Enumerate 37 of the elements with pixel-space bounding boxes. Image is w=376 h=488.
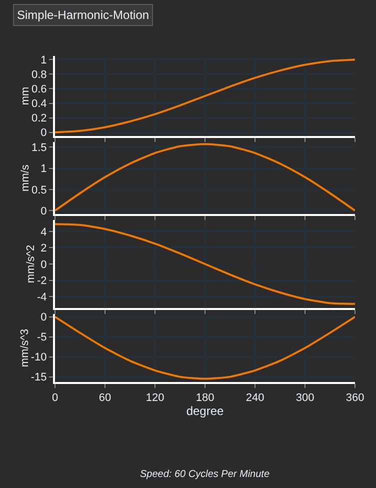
- x-tick-label: 360: [346, 392, 364, 404]
- y-tick-label: 4: [40, 226, 47, 238]
- text: Speed: 60 Cycles Per Minute: [140, 469, 270, 480]
- y-tick-label: 0.4: [32, 98, 47, 110]
- line-series: [55, 58, 355, 134]
- x-tick-label: 0: [52, 392, 58, 404]
- y-tick-label: -15: [30, 372, 47, 384]
- line-series: [55, 316, 355, 380]
- y-axis-title: mm/s: [20, 164, 32, 192]
- y-tick-label: 0: [40, 258, 47, 271]
- y-tick-label: 0: [40, 312, 47, 324]
- y-tick-label: 1: [40, 54, 47, 66]
- line-series: [55, 223, 355, 305]
- y-tick-label: -4: [37, 291, 47, 304]
- x-tick-label: 180: [196, 392, 214, 404]
- x-tick-label: 120: [146, 392, 164, 404]
- y-tick-label: -2: [37, 275, 47, 288]
- y-axis-title: mm: [20, 86, 32, 106]
- y-tick-label: 0: [40, 127, 47, 140]
- y-tick-label: 1.5: [32, 142, 47, 154]
- y-tick-label: 0: [40, 205, 47, 218]
- line-series: [55, 143, 355, 212]
- x-axis-title: degree: [186, 404, 224, 418]
- chart-title: Simple-Harmonic-Motion: [17, 8, 150, 22]
- y-tick-label: 2: [40, 242, 47, 255]
- y-tick-label: 0.6: [32, 84, 47, 96]
- y-tick-label: 0.2: [32, 112, 47, 125]
- x-tick-label: 300: [296, 392, 314, 404]
- x-tick-label: 240: [246, 392, 264, 404]
- y-tick-label: 0.5: [32, 184, 47, 196]
- y-tick-label: 0.8: [32, 69, 47, 82]
- y-tick-label: -5: [37, 332, 47, 344]
- y-axis-title: mm/s^3: [18, 328, 31, 368]
- x-tick-label: 60: [98, 392, 112, 404]
- y-tick-label: -10: [30, 352, 47, 364]
- y-tick-label: 1: [40, 163, 47, 176]
- y-axis-title: mm/s^2: [25, 244, 38, 284]
